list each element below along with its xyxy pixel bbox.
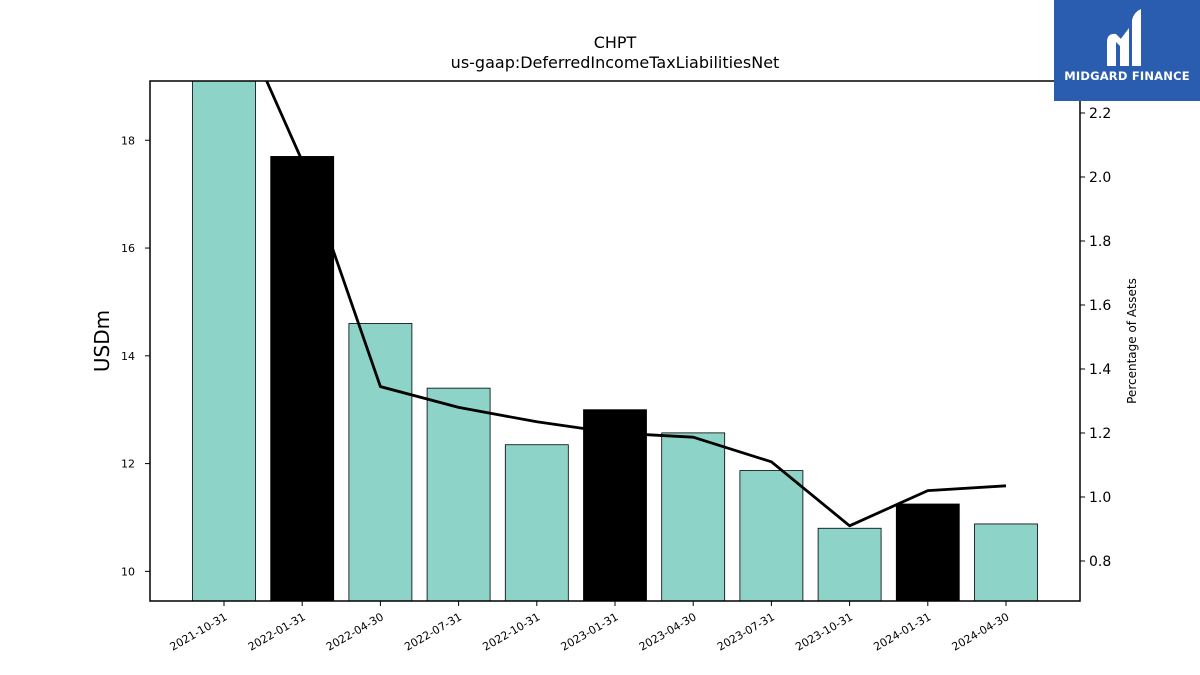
x-axis: 2021-10-31 2022-01-31 2022-04-30 2022-07-31… bbox=[168, 601, 1012, 654]
x-tick-label: 2022-10-31 bbox=[480, 610, 542, 653]
percentage-line-series bbox=[265, 81, 1007, 528]
bar-2023-10-31 bbox=[817, 527, 882, 602]
midgard-finance-logo: MIDGARD FINANCE bbox=[1054, 0, 1200, 101]
bar-2023-01-31 bbox=[583, 409, 647, 602]
x-tick-label: 2022-04-30 bbox=[324, 610, 386, 653]
x-tick-label: 2023-04-30 bbox=[637, 610, 699, 653]
logo-text: MIDGARD FINANCE bbox=[1064, 69, 1190, 83]
right-tick-label: 1.8 bbox=[1089, 234, 1111, 250]
bar-2021-10-31 bbox=[192, 80, 256, 602]
right-y-axis: 0.8 1.0 1.2 1.4 1.6 1.8 2.0 2.2 bbox=[1080, 106, 1111, 570]
left-tick-label: 10 bbox=[121, 565, 135, 578]
x-tick-label: 2023-07-31 bbox=[715, 610, 777, 653]
x-tick-label: 2022-01-31 bbox=[246, 610, 308, 653]
y-axis-label-right: Percentage of Assets bbox=[1125, 278, 1139, 404]
x-tick-label: 2023-01-31 bbox=[559, 610, 621, 653]
plot-frame bbox=[149, 80, 1081, 602]
logo-mark-icon bbox=[1107, 9, 1141, 66]
x-tick-label: 2021-10-31 bbox=[168, 610, 230, 653]
x-tick-label: 2024-01-31 bbox=[871, 610, 933, 653]
left-tick-label: 16 bbox=[121, 242, 135, 255]
right-tick-label: 2.2 bbox=[1089, 106, 1111, 122]
bar-2023-07-31 bbox=[739, 470, 804, 602]
bar-2023-04-30 bbox=[661, 432, 726, 602]
left-y-axis: 10 12 14 16 18 bbox=[121, 134, 150, 578]
bar-series bbox=[192, 80, 1038, 602]
percentage-line bbox=[265, 81, 1007, 528]
left-tick-label: 18 bbox=[121, 134, 135, 147]
chart-subtitle: us-gaap:DeferredIncomeTaxLiabilitiesNet bbox=[451, 53, 780, 72]
right-tick-label: 1.2 bbox=[1089, 426, 1111, 442]
x-tick-label: 2022-07-31 bbox=[402, 610, 464, 653]
left-tick-label: 14 bbox=[121, 350, 135, 363]
left-tick-label: 12 bbox=[121, 458, 135, 471]
right-tick-label: 1.0 bbox=[1089, 490, 1111, 506]
x-tick-label: 2024-04-30 bbox=[950, 610, 1012, 653]
bar-2022-07-31 bbox=[426, 387, 491, 602]
chart-title: CHPT bbox=[594, 33, 637, 52]
bar-2024-04-30 bbox=[974, 523, 1038, 602]
bar-2022-10-31 bbox=[504, 444, 569, 602]
bar-2024-01-31 bbox=[895, 503, 960, 602]
right-tick-label: 0.8 bbox=[1089, 554, 1111, 570]
right-tick-label: 1.6 bbox=[1089, 298, 1111, 314]
bar-2022-01-31 bbox=[270, 156, 335, 602]
right-tick-label: 1.4 bbox=[1089, 362, 1111, 378]
y-axis-label-left: USDm bbox=[90, 310, 114, 372]
bar-2022-04-30 bbox=[348, 323, 413, 602]
right-tick-label: 2.0 bbox=[1089, 170, 1111, 186]
x-tick-label: 2023-10-31 bbox=[793, 610, 855, 653]
